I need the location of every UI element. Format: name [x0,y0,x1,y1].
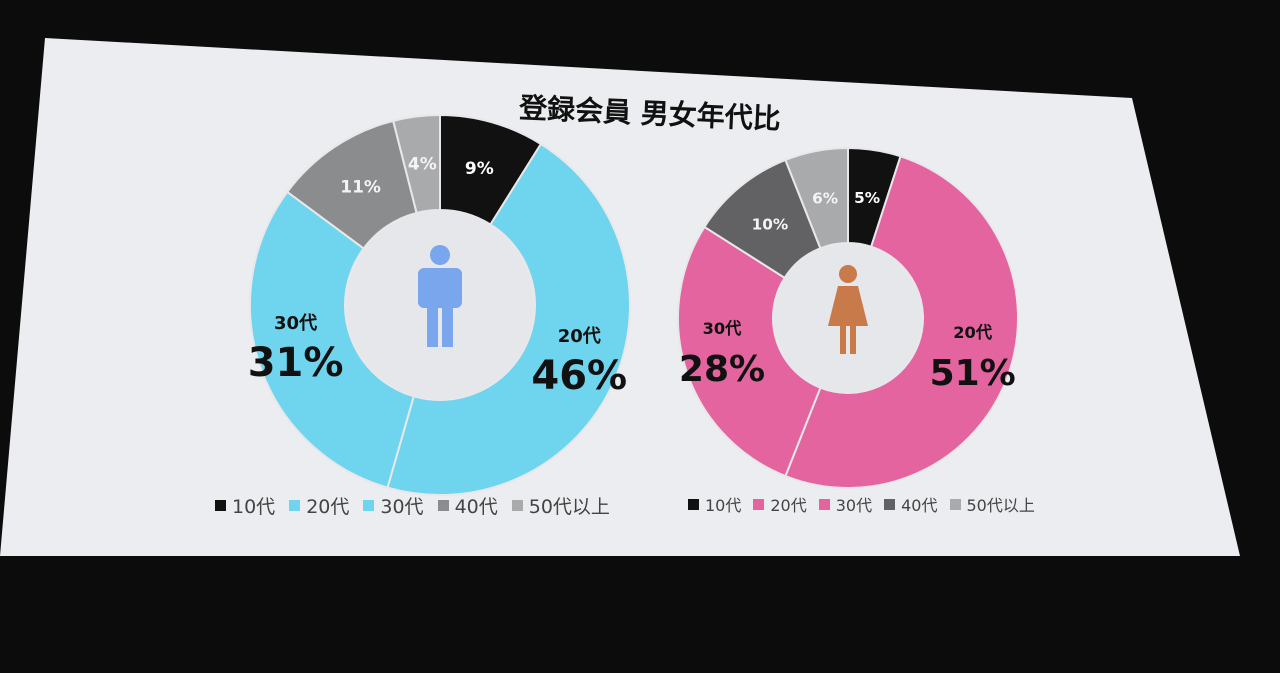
legend-item: 10代 [215,492,275,519]
legend-item: 40代 [884,492,938,516]
legend-swatch [215,500,226,511]
legend-item: 20代 [753,492,807,516]
legend-label: 10代 [705,496,742,515]
slice-value-label: 4% [408,155,437,175]
male-donut-chart: 9% 20代 46% 30代 31% 11% 4% [248,113,631,496]
legend-item: 30代 [818,492,873,516]
legend-label: 50代以上 [966,496,1035,515]
legend-label: 20代 [306,496,350,518]
slice-value-label: 6% [812,190,838,208]
legend-swatch [949,498,961,510]
legend-item: 50代以上 [511,492,610,519]
slice-50代以上 [784,146,849,250]
legend-label: 10代 [232,496,276,518]
legend-swatch [818,498,830,510]
legend-item: 20代 [289,492,349,519]
legend-label: 30代 [380,496,424,518]
slice-20代 [386,142,631,496]
legend-label: 30代 [835,496,873,515]
slice-value-label: 46% [531,353,627,399]
legend-label: 50代以上 [528,496,610,518]
legend-swatch [688,498,699,510]
legend-swatch [753,498,765,510]
slice-category-label: 20代 [558,326,601,347]
slice-value-label: 5% [854,189,880,207]
female-donut-chart: 5% 20代 51% 30代 28% 10% 6% [677,146,1019,489]
legend-label: 20代 [770,496,807,515]
legend-item: 30代 [363,492,424,519]
slice-value-label: 9% [465,159,494,179]
slice-value-label: 31% [248,340,344,386]
slice-value-label: 11% [340,178,381,198]
slice-category-label: 20代 [953,323,993,342]
slice-20代 [784,155,1019,489]
legend-swatch [884,498,896,510]
slice-value-label: 28% [679,349,765,390]
slice-value-label: 51% [930,353,1016,394]
slice-value-label: 10% [752,216,789,234]
male-person-icon [418,245,462,347]
legend-item: 40代 [437,492,498,519]
female-person-icon [828,265,868,354]
slice-30代 [249,190,415,489]
legend-swatch [437,500,449,511]
slice-50代以上 [391,113,441,215]
slice-category-label: 30代 [703,319,743,338]
slice-30代 [677,225,822,478]
legend-swatch [511,500,523,511]
legend-label: 40代 [454,496,498,518]
female-legend: 10代 20代 30代 40代 50代以上 [688,492,1035,516]
legend-swatch [289,500,301,511]
legend-item: 10代 [688,492,741,516]
legend-item: 50代以上 [949,492,1035,516]
legend-label: 40代 [901,496,938,515]
male-legend: 10代 20代 30代 40代 50代以上 [215,492,610,519]
legend-swatch [363,500,375,511]
slice-category-label: 30代 [274,313,317,334]
